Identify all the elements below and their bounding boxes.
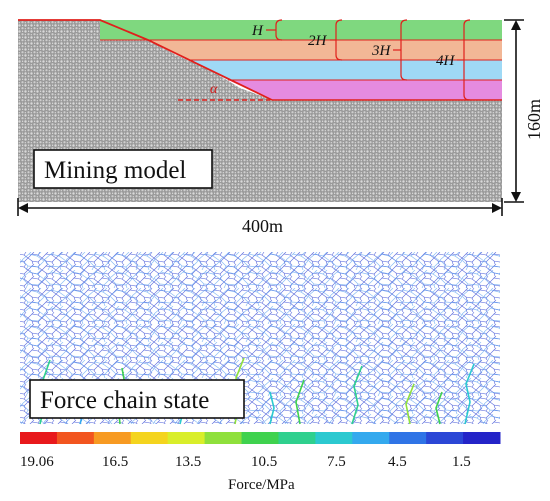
mining-model-panel: α H 2H 3H 4H Mining model 160m [17, 19, 544, 236]
slope-line [18, 19, 273, 101]
force-chain-panel: Force chain state [20, 248, 500, 425]
mining-model-label: Mining model [44, 157, 186, 184]
colorbar-tick: 19.06 [20, 454, 54, 470]
colorbar-tick: 13.5 [175, 454, 201, 470]
height-label: 160m [524, 99, 544, 140]
colorbar-segment [167, 432, 206, 444]
colorbar-segment [93, 432, 132, 444]
colorbar-segment [352, 432, 390, 444]
colorbar-tick: 16.5 [102, 454, 128, 470]
colorbar-segment [56, 432, 95, 444]
colorbar-tick: 4.5 [388, 454, 407, 470]
layer-label-4h: 4H [436, 53, 456, 69]
colorbar-segment [278, 432, 316, 444]
force-chain-label-box [29, 379, 245, 419]
width-dimension [17, 198, 503, 216]
colorbar-segment [426, 432, 464, 444]
colorbar-tick: 10.5 [251, 454, 277, 470]
colorbar-tick: 1.5 [452, 454, 471, 470]
layer-label-2h: 2H [308, 33, 328, 49]
colorbar-segments [20, 432, 501, 444]
layer-2h [148, 40, 502, 60]
layer-h [100, 20, 502, 40]
mining-model-label-box [33, 149, 213, 189]
layer-brackets [266, 19, 471, 101]
colorbar-tick: 7.5 [327, 454, 346, 470]
colorbar-segment [241, 432, 279, 444]
colorbar: 19.06 16.5 13.5 10.5 7.5 4.5 1.5 Force/M… [20, 432, 501, 493]
layer-3h [190, 60, 502, 80]
colorbar-segment [315, 432, 353, 444]
layer-4h [228, 80, 502, 100]
colorbar-segment [20, 432, 58, 444]
height-dimension [504, 19, 524, 203]
colorbar-segment [204, 432, 243, 444]
colorbar-segment [463, 432, 501, 444]
colorbar-title: Force/MPa [228, 477, 295, 493]
angle-label: α [210, 82, 218, 97]
colorbar-segment [130, 432, 169, 444]
colorbar-segment [389, 432, 427, 444]
width-label: 400m [242, 216, 283, 236]
layer-label-h: H [251, 23, 264, 39]
force-chain-label: Force chain state [40, 387, 209, 414]
layer-label-3h: 3H [371, 43, 392, 59]
